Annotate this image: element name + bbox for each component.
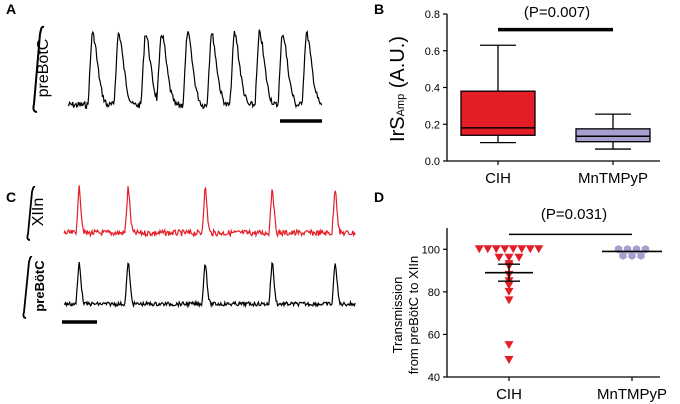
panel-d-y-tick-label: 100: [422, 244, 440, 256]
panel-d-point-cih: [504, 296, 514, 305]
panel-c-xiin-trace: [63, 185, 356, 239]
panel-b-ylabel-sub: Amp: [395, 94, 407, 117]
panel-d-point-cih: [504, 253, 514, 262]
panel-d-point-cih: [525, 245, 535, 254]
panel-d-point-cih: [504, 281, 514, 290]
panel-b-p-value: (P=0.007): [524, 4, 590, 21]
panel-d-point-cih: [500, 245, 510, 254]
panel-d-y-tick-label: 60: [428, 329, 440, 341]
panel-b-box-chart: IrSAmp (A.U.) (P=0.007) 0.0 0.2 0.4 0.6 0.8 C…: [387, 4, 660, 187]
panel-a-preboetc-trace: [67, 29, 323, 110]
panel-d-point-cih: [504, 341, 514, 350]
panel-d-scatter-chart: Transmission from preBötC to XIIn (P=0.0…: [390, 206, 667, 403]
panel-c-letter: C: [6, 189, 16, 205]
panel-c-preboetc-integral-sign: [22, 255, 33, 319]
panel-d-point-cih: [504, 287, 514, 296]
panel-d-category-label: MnTMPyP: [597, 386, 667, 403]
panel-d-letter: D: [374, 189, 384, 205]
panel-d-category-label: CIH: [496, 386, 522, 403]
panel-b-y-tick-label: 0.4: [425, 83, 440, 95]
panel-c-xiin-integral-sign: [26, 185, 36, 241]
panel-d-point-mntmpyp: [632, 245, 641, 254]
panel-d-ylabel-line2: from preBötC to XIIn: [406, 256, 421, 375]
panel-d-point-cih: [508, 245, 518, 254]
panel-d-point-cih: [494, 253, 504, 262]
panel-d-point-cih: [534, 245, 544, 254]
panel-b-y-tick-label: 0.0: [425, 156, 440, 168]
panel-d-point-cih: [483, 245, 493, 254]
panel-d-p-value: (P=0.031): [541, 206, 607, 223]
panel-d-point-mntmpyp: [614, 245, 623, 254]
panel-d-point-cih: [474, 245, 484, 254]
panel-d-point-cih: [504, 355, 514, 364]
panel-b-y-axis-label: IrSAmp (A.U.): [387, 36, 409, 142]
panel-c-preboetc-trace: [63, 261, 356, 309]
panel-d-point-mntmpyp: [637, 251, 645, 260]
panel-d-point-cih: [514, 253, 524, 262]
panel-b-y-tick-label: 0.6: [425, 46, 440, 58]
panel-d-y-tick-label: 40: [428, 372, 440, 384]
panel-b-category-label: MnTMPyP: [578, 170, 648, 187]
panel-b-ylabel-tail: (A.U.): [387, 36, 409, 94]
panel-d-point-mntmpyp: [619, 251, 627, 260]
panel-d-point-cih: [517, 245, 527, 254]
panel-d-point-cih: [491, 245, 501, 254]
panel-b-box-mntmpyp: [575, 128, 651, 143]
panel-b-y-tick-label: 0.2: [425, 119, 440, 131]
panel-a-integral-sign: [32, 25, 45, 113]
panel-b-letter: B: [374, 1, 384, 17]
panel-c-xiin-label: XIIn: [30, 198, 47, 226]
panel-d-ylabel-line1: Transmission: [390, 277, 405, 354]
panel-d-point-mntmpyp: [641, 245, 650, 254]
panel-b-y-tick-label: 0.8: [425, 9, 440, 21]
panel-c-preboetc-label: preBötC: [32, 260, 47, 312]
panel-b-ylabel-main: IrS: [387, 116, 409, 142]
panel-a-letter: A: [6, 1, 16, 17]
panel-d-y-tick-label: 80: [428, 287, 440, 299]
panel-b-category-label: CIH: [485, 170, 511, 187]
panel-d-point-mntmpyp: [628, 251, 636, 260]
panel-d-point-mntmpyp: [623, 245, 632, 254]
